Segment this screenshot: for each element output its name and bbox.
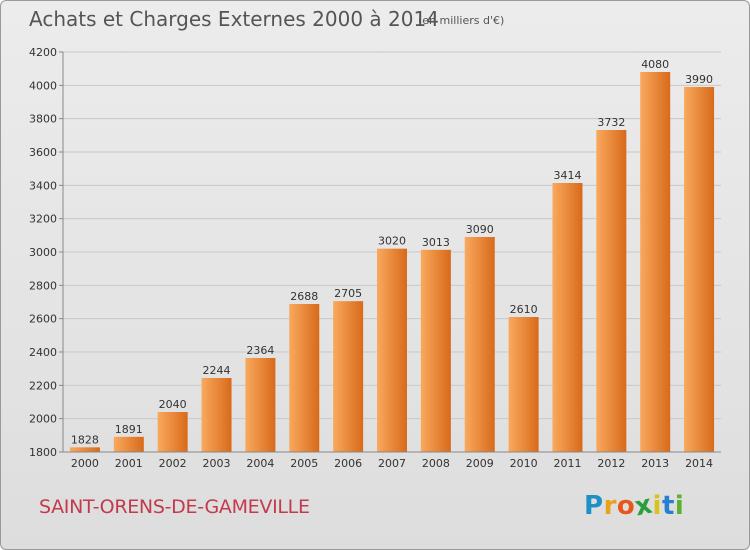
bar-2007	[377, 248, 407, 452]
data-label-2004: 2364	[246, 344, 274, 357]
data-label-2009: 3090	[466, 223, 494, 236]
data-label-2014: 3990	[685, 73, 713, 86]
bar-2014	[684, 87, 715, 452]
y-tick-label: 3400	[29, 179, 57, 192]
x-tick-label: 2011	[553, 457, 581, 470]
x-tick-label: 2007	[378, 457, 406, 470]
logo-letter: o	[616, 491, 636, 521]
data-label-2003: 2244	[203, 364, 231, 377]
logo-letter: i	[652, 491, 662, 521]
x-tick-label: 2013	[641, 457, 669, 470]
axes	[59, 51, 721, 453]
data-label-2008: 3013	[422, 236, 450, 249]
x-tick-label: 2001	[115, 457, 143, 470]
commune-name: SAINT-ORENS-DE-GAMEVILLE	[39, 496, 310, 518]
bar-2009	[464, 237, 495, 452]
logo-letter: P	[584, 491, 604, 521]
bar-2004	[245, 358, 276, 452]
y-tick-label: 3600	[29, 146, 57, 159]
data-label-2006: 2705	[334, 287, 362, 300]
data-label-2012: 3732	[597, 116, 625, 129]
bar-2001	[113, 436, 144, 452]
logo-letter: r	[603, 491, 617, 521]
bar-2012	[596, 130, 627, 452]
logo-letter: t	[661, 491, 675, 521]
x-tick-label: 2008	[422, 457, 450, 470]
x-tick-label: 2006	[334, 457, 362, 470]
data-label-2013: 4080	[641, 58, 669, 71]
y-tick-label: 3800	[29, 113, 57, 126]
data-label-2010: 2610	[510, 303, 538, 316]
x-tick-label: 2010	[510, 457, 538, 470]
data-label-2005: 2688	[290, 290, 318, 303]
bar-2008	[420, 249, 451, 452]
chart-title: Achats et Charges Externes 2000 à 2014	[29, 7, 439, 31]
bars	[69, 72, 715, 452]
y-tick-label: 2200	[29, 379, 57, 392]
data-label-2002: 2040	[159, 398, 187, 411]
y-tick-label: 2400	[29, 346, 57, 359]
logo-letter: i	[674, 491, 685, 521]
x-tick-label: 2005	[290, 457, 318, 470]
bar-2010	[508, 317, 539, 452]
y-tick-label: 2000	[29, 413, 57, 426]
x-tick-label: 2000	[71, 457, 99, 470]
x-tick-label: 2012	[597, 457, 625, 470]
bar-2005	[289, 304, 320, 452]
x-tick-label: 2014	[685, 457, 713, 470]
y-tick-label: 2600	[29, 313, 57, 326]
bar-2000	[69, 447, 100, 452]
x-tick-label: 2009	[466, 457, 494, 470]
x-tick-label: 2004	[246, 457, 274, 470]
y-tick-label: 3000	[29, 246, 57, 259]
y-tick-label: 4000	[29, 79, 57, 92]
data-label-2011: 3414	[553, 169, 581, 182]
y-tick-label: 2800	[29, 279, 57, 292]
bar-2011	[552, 183, 583, 452]
y-tick-label: 3200	[29, 213, 57, 226]
data-label-2000: 1828	[71, 433, 99, 446]
y-tick-label: 1800	[29, 446, 57, 459]
bar-2002	[157, 412, 188, 452]
data-label-2007: 3020	[378, 235, 406, 248]
chart-subtitle: (en milliers d'€)	[418, 14, 505, 27]
proxiti-logo: Proxiti	[584, 490, 685, 523]
labels: 1800 2000 2200 2400 2600 2800 3000 3200 3400 3600…	[29, 46, 713, 470]
data-label-2001: 1891	[115, 423, 143, 436]
x-tick-label: 2003	[203, 457, 231, 470]
bar-2003	[201, 378, 232, 452]
bar-2006	[333, 301, 364, 452]
bar-2013	[640, 72, 671, 452]
y-tick-label: 4200	[29, 46, 57, 59]
x-tick-label: 2002	[159, 457, 187, 470]
